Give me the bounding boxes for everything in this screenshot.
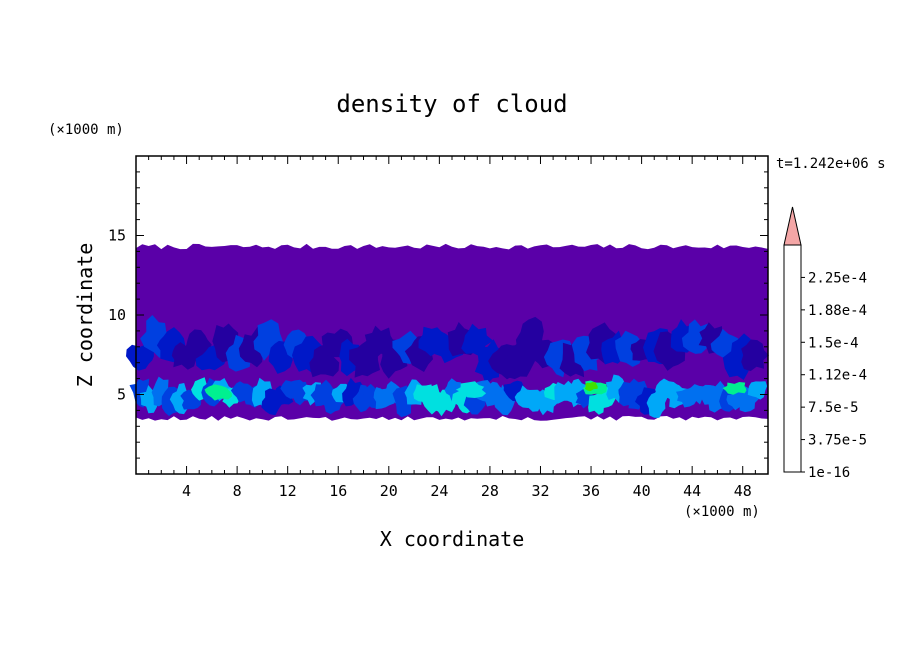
core-cell (204, 384, 232, 401)
lower-layer-cell (747, 381, 768, 400)
upper-layer-cell (309, 343, 340, 378)
colorbar-label: 7.5e-5 (808, 400, 859, 416)
colorbar-label: 1.12e-4 (808, 368, 867, 384)
x-unit-label: (×1000 m) (684, 504, 760, 520)
x-tick-label: 24 (430, 482, 448, 500)
x-tick-label: 20 (380, 482, 398, 500)
colorbar-label: 1.88e-4 (808, 303, 867, 319)
x-tick-label: 32 (531, 482, 549, 500)
x-axis-label: X coordinate (380, 527, 525, 551)
core-cell (455, 381, 487, 398)
lower-layer-cell (575, 387, 599, 409)
upper-layer-cell (741, 339, 769, 372)
colorbar-extend-arrow (783, 206, 802, 246)
y-tick-label: 5 (117, 386, 126, 404)
colorbar: 2.25e-4 1.88e-4 1.5e-4 1.12e-4 7.5e-5 3.75e-5… (783, 206, 867, 481)
x-tick-label: 4 (182, 482, 191, 500)
y-tick-label: 10 (108, 306, 126, 324)
x-tick-label: 16 (329, 482, 347, 500)
core-cell (722, 382, 747, 395)
colorbar-label: 2.25e-4 (808, 270, 867, 286)
colorbar-label: 1.5e-4 (808, 335, 859, 351)
x-tick-label: 48 (734, 482, 752, 500)
colorbar-label: 1e-16 (808, 465, 850, 481)
upper-layer-cell (126, 344, 154, 371)
colorbar-label: 3.75e-5 (808, 433, 867, 449)
chart-title: density of cloud (336, 90, 567, 118)
core-cell (584, 382, 598, 392)
y-tick-label: 15 (108, 227, 126, 245)
y-axis-label: Z coordinate (73, 243, 97, 388)
x-tick-label: 44 (683, 482, 701, 500)
density-field (126, 243, 769, 421)
x-tick-label: 12 (279, 482, 297, 500)
y-unit-label: (×1000 m) (48, 122, 124, 138)
x-tick-label: 40 (633, 482, 651, 500)
x-tick-label: 8 (233, 482, 242, 500)
x-tick-label: 36 (582, 482, 600, 500)
colorbar-frame (783, 244, 802, 473)
upper-layer-cell (461, 323, 494, 357)
time-label: t=1.242e+06 s (776, 156, 886, 172)
x-tick-label: 28 (481, 482, 499, 500)
